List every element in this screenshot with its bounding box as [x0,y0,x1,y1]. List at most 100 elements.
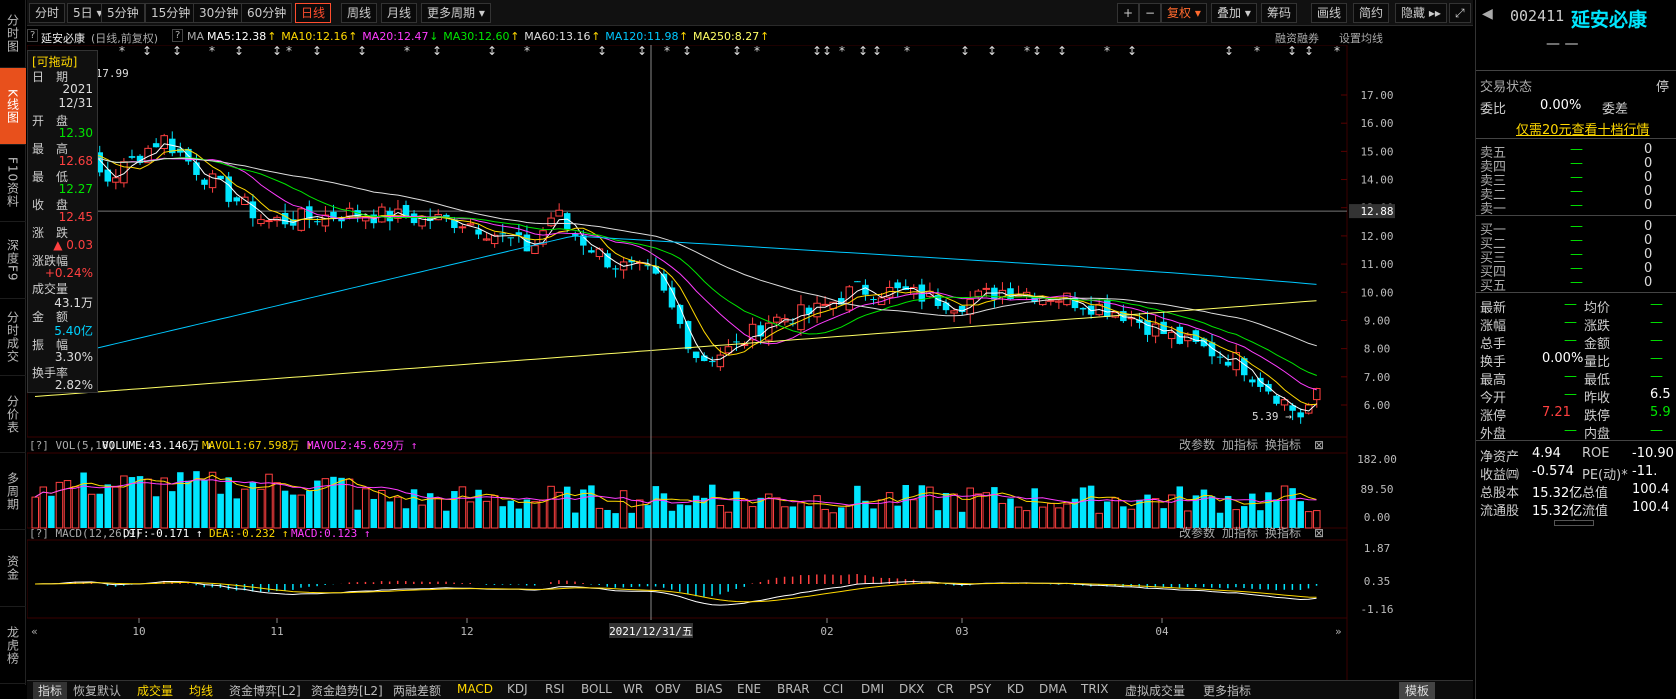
indicator-tab-12[interactable]: OBV [655,682,681,696]
candle-up [482,238,491,241]
indicator-tab-2[interactable]: 成交量 [137,684,174,698]
period-tab-0[interactable]: 分时 [29,3,66,23]
fullscreen-icon[interactable]: ⤢ [1449,3,1471,23]
indicator-tab-18[interactable]: DKX [899,682,925,696]
indicator-tab-23[interactable]: TRIX [1081,682,1109,696]
indicator-tab-10[interactable]: BOLL [581,682,612,696]
vol-close-icon[interactable]: ⊠ [1314,438,1324,452]
candle-down [523,234,531,252]
stock-name: 延安必康 [1571,9,1648,31]
nav-item-1[interactable]: K线图 [0,68,26,145]
level2-promo-link[interactable]: 仅需20元查看十档行情 [1516,123,1650,138]
nav-item-8[interactable]: 龙虎榜 [0,607,26,684]
indicator-tab-22[interactable]: DMA [1039,682,1067,696]
nav-item-0[interactable]: 分时图 [0,0,26,68]
expand-handle[interactable]: ˄ [1554,520,1594,526]
period-tab-5[interactable]: 60分钟 [241,3,293,23]
indicator-tab-20[interactable]: PSY [969,682,992,696]
period-tab-4[interactable]: 30分钟 [193,3,245,23]
toolbar-button-4[interactable]: 筹码 [1261,3,1298,23]
toolbar-button-3[interactable]: 叠加 ▾ [1211,3,1257,23]
vol-bar-down [1289,488,1296,528]
vol-bar-down [306,490,313,528]
indicator-tab-8[interactable]: KDJ [507,682,528,696]
vol-link-2[interactable]: 换指标 [1265,437,1301,452]
quote-cell: 0 [1644,170,1653,185]
indicator-tab-15[interactable]: BRAR [777,682,810,696]
vol-bar-down [249,482,257,528]
margin-trading-link[interactable]: 融资融券 [1275,32,1319,45]
period-tab-2[interactable]: 5分钟 [101,3,145,23]
candle-down [104,169,112,182]
toolbar-button-6[interactable]: 简约 [1353,3,1390,23]
event-marker-icon: * [1024,45,1030,58]
candle-down [684,321,692,350]
indicator-tab-11[interactable]: WR [623,682,644,696]
indicator-tab-5[interactable]: 资金趋势[L2] [311,684,383,698]
candle-down [854,281,861,283]
indicator-tab-21[interactable]: KD [1007,682,1025,696]
quote-cell: 0 [1644,233,1653,248]
indicator-tab-6[interactable]: 两融差额 [393,684,442,698]
period-tab-3[interactable]: 15分钟 [145,3,197,23]
vol-bar-up [539,499,547,529]
toolbar-button-5[interactable]: 画线 [1311,3,1348,23]
quote-cell: — [1570,184,1583,199]
indicator-tab-9[interactable]: RSI [545,682,565,696]
info-box[interactable]: [可拖动] 日 期 2021 12/31 开 盘 12.30 最 高 12.68 最 低 12.2… [27,50,98,393]
nav-item-4[interactable]: 分时成交 [0,299,26,376]
event-markers[interactable]: * ↕ ↕ * ↕ ↕ * ↕ ↕ * ↕ ↕ * ↕ ↕ * ↕ ↕ * ↕ ↕ * ↕ ↕ * ↕ ↕ * ↕ ↕ * ↕ ↕ * ↕ ↕ * [119,45,1340,58]
price-tick: 11.00 [1360,258,1393,271]
indicator-tab-16[interactable]: CCI [823,682,844,696]
period-tab-7[interactable]: 周线 [341,3,378,23]
toolbar-button-0[interactable]: + [1117,3,1140,23]
macd-link-1[interactable]: 加指标 [1222,525,1258,540]
indicator-tab-13[interactable]: BIAS [695,682,723,696]
vol-link-1[interactable]: 加指标 [1222,437,1258,452]
period-tab-6[interactable]: 日线 [295,3,332,23]
nav-item-6[interactable]: 多周期 [0,453,26,530]
toolbar-button-2[interactable]: 复权 ▾ [1161,3,1207,23]
vol-bar-up [144,478,152,529]
sell-level-4: 卖四 — 0 [1480,156,1676,175]
macd-close-icon[interactable]: ⊠ [1314,526,1324,540]
indicator-tab-19[interactable]: CR [937,682,954,696]
macd-link-0[interactable]: 改参数 [1179,525,1215,540]
vol-bar-up [813,495,821,529]
nav-item-3[interactable]: 深度F9 [0,222,26,299]
back-arrow-icon[interactable]: ◀ [1482,6,1493,22]
macd-value: MACD:0.123 ↑ [291,527,370,540]
indicator-tab-1[interactable]: 恢复默认 [73,684,122,698]
vol-bar-down [1176,486,1184,528]
quote-cell: 卖三 [1480,174,1507,189]
settings-help-icon[interactable]: ? [172,29,184,42]
indicator-tab-4[interactable]: 资金博弈[L2] [229,684,301,698]
indicator-tab-24[interactable]: 虚拟成交量 [1125,684,1186,698]
vol-bar-up [636,499,644,529]
toolbar-button-1[interactable]: − [1139,3,1162,23]
scroll-right-icon[interactable]: » [1335,625,1342,638]
indicator-tab-26[interactable]: 模板 [1399,682,1436,699]
indicator-tab-14[interactable]: ENE [737,682,762,696]
toolbar-button-7[interactable]: 隐藏 ▸▸ [1395,3,1447,23]
candle-up [265,220,273,223]
nav-item-7[interactable]: 资金 [0,530,26,607]
candle-down [692,351,700,359]
vol-link-0[interactable]: 改参数 [1179,437,1215,452]
kline-chart[interactable]: 17.0016.0015.0014.0013.0012.0011.0010.00… [27,45,1417,685]
stock-code: 002411 [1510,7,1565,25]
scroll-left-icon[interactable]: « [31,625,38,638]
indicator-tab-7[interactable]: MACD [457,682,493,696]
help-icon[interactable]: ? [27,29,39,42]
period-tab-8[interactable]: 月线 [381,3,418,23]
indicator-tab-0[interactable]: 指标 [33,682,68,699]
period-tab-9[interactable]: 更多周期 ▾ [421,3,491,23]
indicator-tab-17[interactable]: DMI [861,682,885,696]
nav-item-2[interactable]: F10资料 [0,145,26,222]
macd-link-2[interactable]: 换指标 [1265,525,1301,540]
nav-item-5[interactable]: 分价表 [0,376,26,453]
indicator-tab-25[interactable]: 更多指标 [1203,684,1252,698]
indicator-tab-3[interactable]: 均线 [189,684,214,698]
set-ma-link[interactable]: 设置均线 [1339,32,1383,45]
vol-bar-up [829,512,837,529]
